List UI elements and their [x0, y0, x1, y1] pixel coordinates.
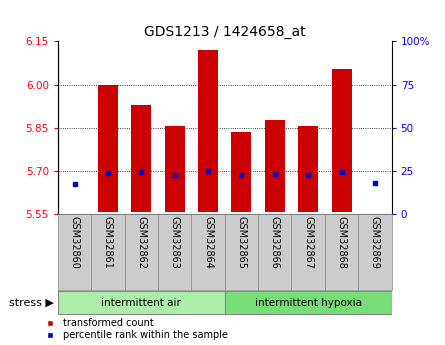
Text: stress ▶: stress ▶	[8, 298, 53, 308]
Text: intermittent air: intermittent air	[101, 298, 181, 308]
Text: GSM32861: GSM32861	[103, 216, 113, 269]
Text: GSM32865: GSM32865	[236, 216, 247, 269]
Bar	[365, 211, 385, 213]
Bar	[65, 211, 85, 213]
Bar	[298, 126, 318, 213]
FancyBboxPatch shape	[225, 291, 392, 314]
Bar	[98, 85, 118, 213]
Text: GSM32860: GSM32860	[69, 216, 80, 269]
FancyBboxPatch shape	[58, 291, 225, 314]
Bar	[198, 50, 218, 213]
Text: GSM32866: GSM32866	[270, 216, 280, 269]
Bar	[165, 126, 185, 213]
Text: GSM32867: GSM32867	[303, 216, 313, 269]
Bar	[231, 132, 251, 213]
Text: GSM32862: GSM32862	[136, 216, 146, 269]
Text: GSM32868: GSM32868	[336, 216, 347, 269]
Title: GDS1213 / 1424658_at: GDS1213 / 1424658_at	[144, 25, 306, 39]
Text: GSM32863: GSM32863	[170, 216, 180, 269]
Bar	[131, 105, 151, 213]
Legend: transformed count, percentile rank within the sample: transformed count, percentile rank withi…	[40, 318, 228, 340]
Bar	[265, 120, 285, 213]
Text: GSM32869: GSM32869	[370, 216, 380, 269]
Text: intermittent hypoxia: intermittent hypoxia	[255, 298, 362, 308]
Bar	[332, 69, 352, 213]
Text: GSM32864: GSM32864	[203, 216, 213, 269]
